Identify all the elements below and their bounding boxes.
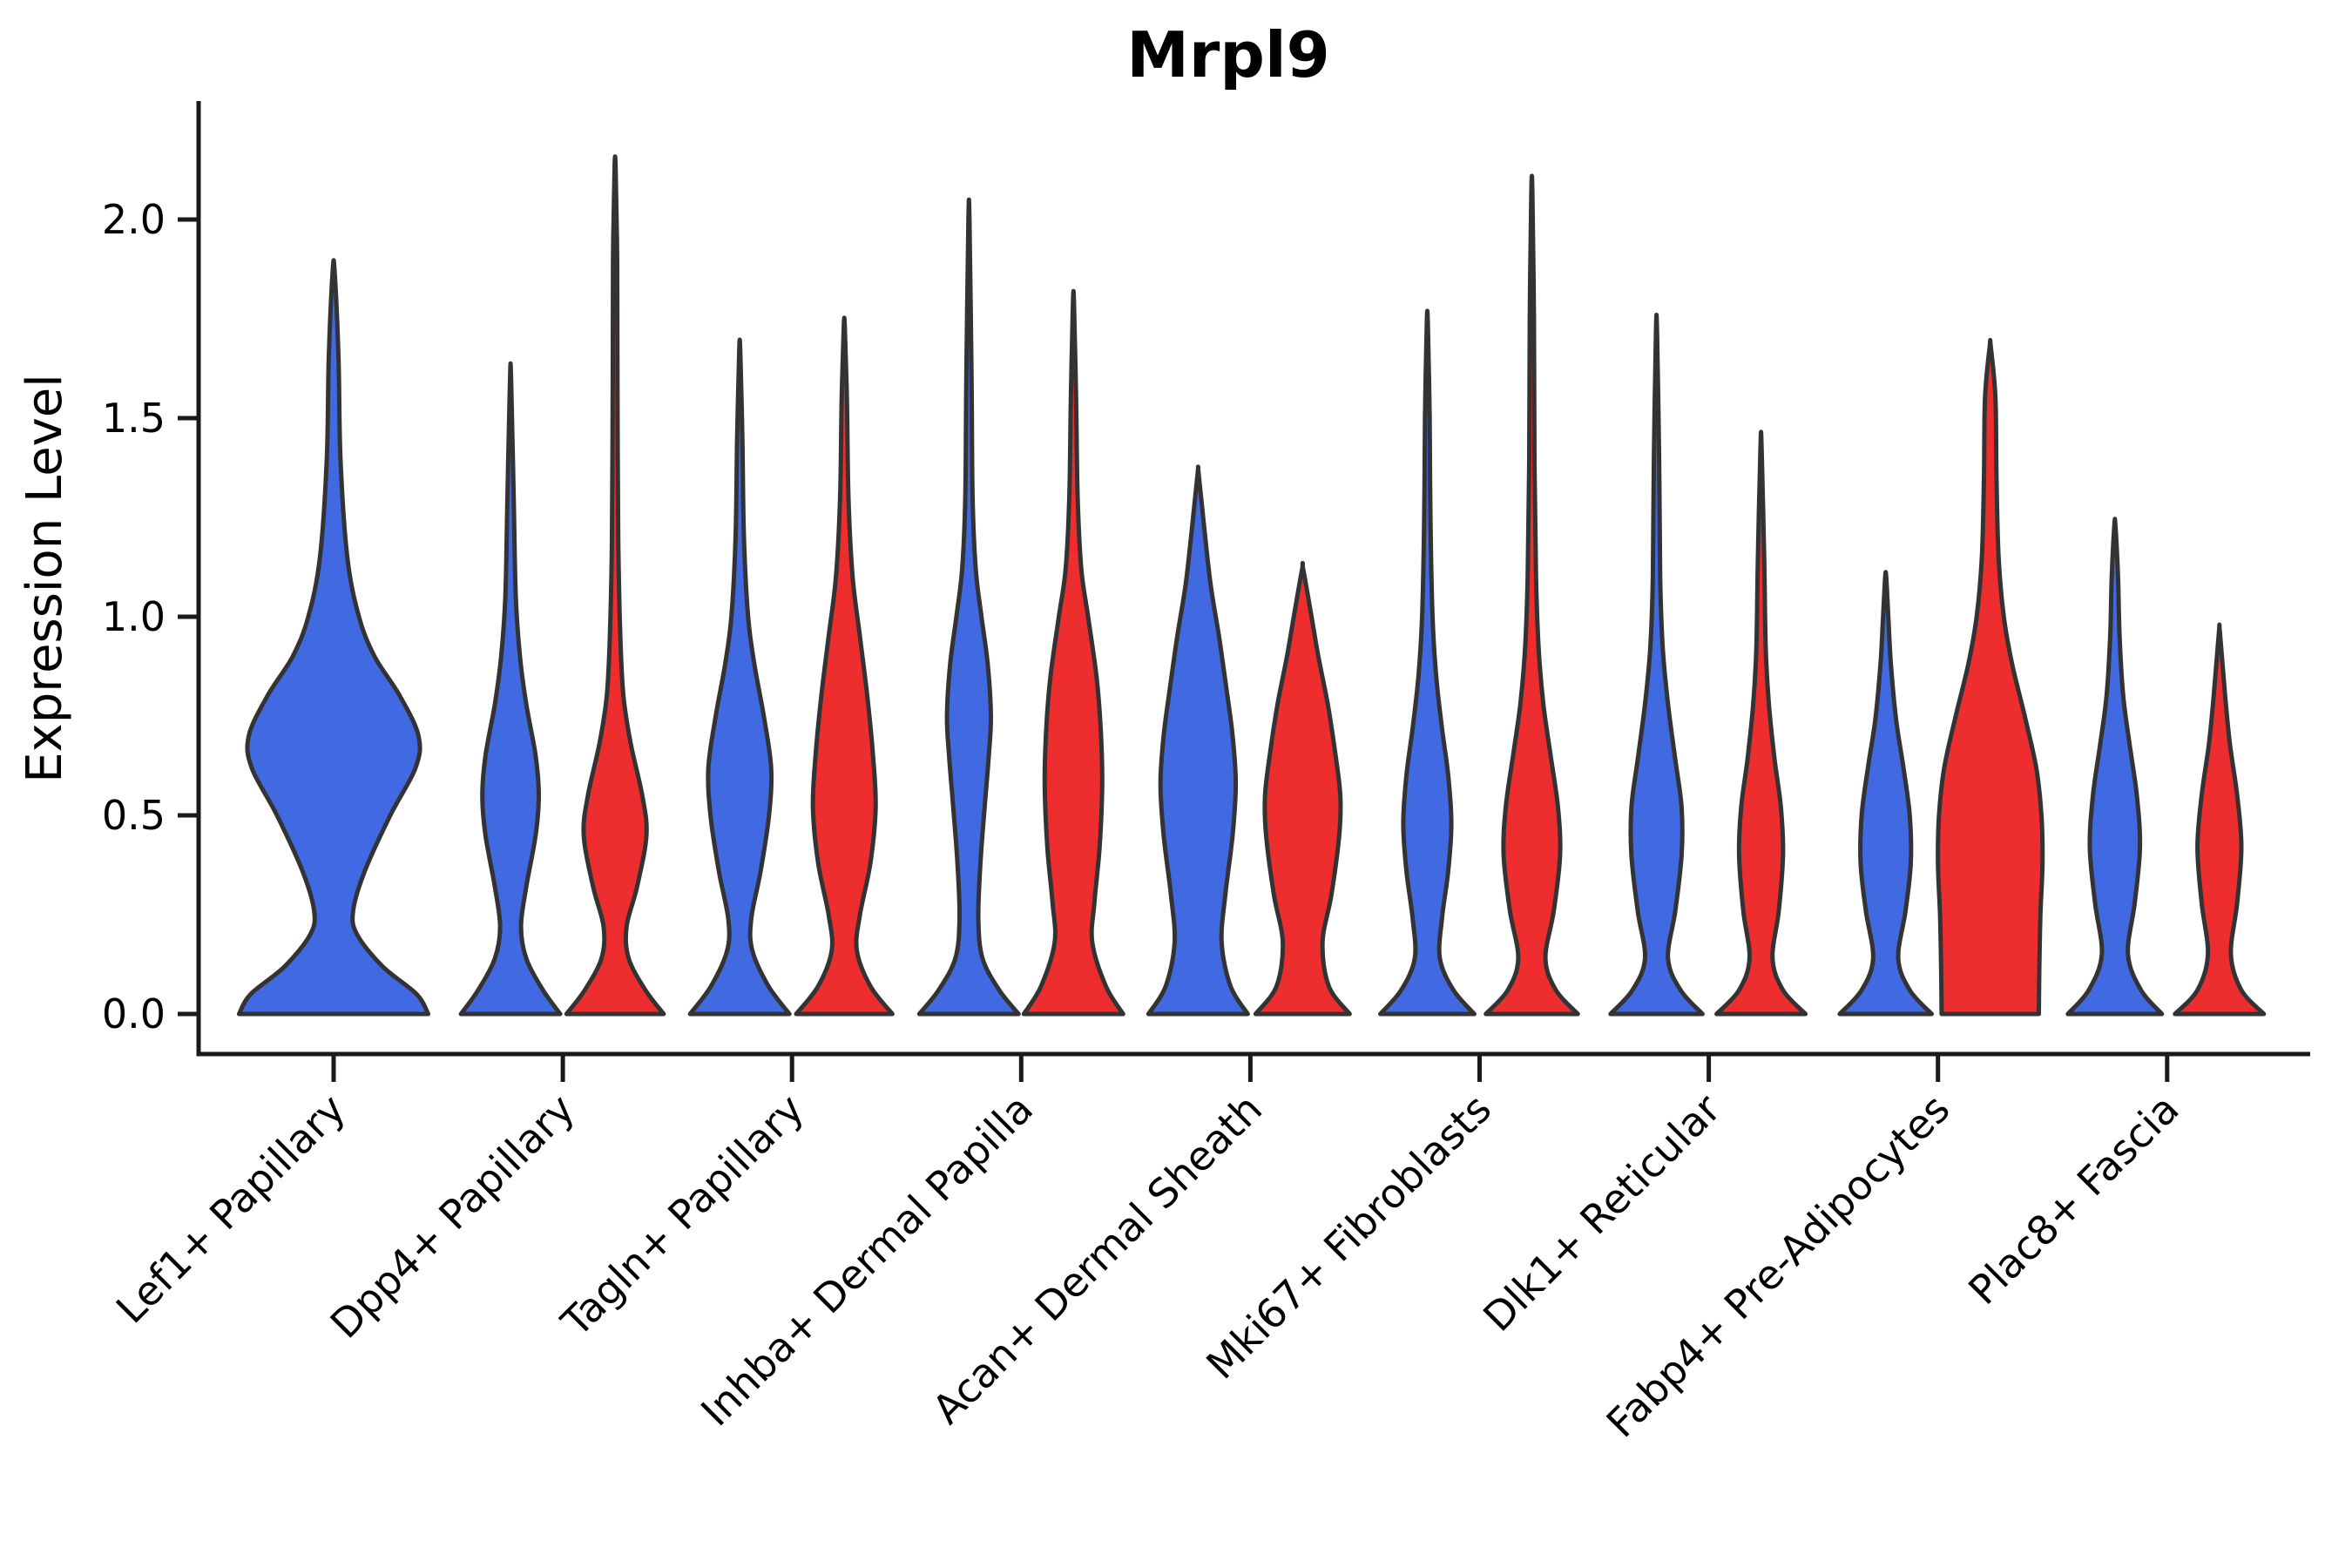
- x-tick-label-tagln-papillary: Tagln+ Papillary: [551, 1085, 813, 1347]
- y-tick-label: 1.0: [102, 593, 166, 640]
- violin-tagln-papillary-blue: [687, 337, 792, 1017]
- y-tick-label: 0.0: [102, 990, 166, 1037]
- x-tick-label-plac8-fascia: Plac8+ Fascia: [1959, 1085, 2187, 1314]
- x-tick-label-dlk1-reticular: Dlk1+ Reticular: [1474, 1085, 1729, 1341]
- y-axis-label: Expression Level: [17, 374, 73, 783]
- y-tick-label: 0.5: [102, 792, 166, 839]
- x-tick-label-lef1-papillary: Lef1+ Papillary: [107, 1085, 355, 1333]
- violin-plac8-fascia-red: [2173, 622, 2267, 1017]
- violin-acan-dermal-sheath-blue: [1146, 464, 1250, 1017]
- y-tick-label: 1.5: [102, 395, 166, 442]
- x-tick-label-dpp4-papillary: Dpp4+ Papillary: [321, 1085, 584, 1348]
- violin-fabp4-pre-adipocytes-blue: [1837, 570, 1934, 1017]
- violin-inhba-dermal-papilla-red: [1021, 288, 1125, 1017]
- violin-lef1-papillary-blue: [236, 258, 431, 1017]
- violin-mki67-fibroblasts-blue: [1378, 308, 1477, 1017]
- chart-title: Mrpl9: [1126, 18, 1329, 91]
- violin-dpp4-papillary-blue: [458, 361, 563, 1017]
- violin-dlk1-reticular-blue: [1608, 312, 1705, 1017]
- violin-dlk1-reticular-red: [1714, 429, 1808, 1017]
- y-tick-label: 2.0: [102, 196, 166, 243]
- violin-dpp4-papillary-red: [564, 154, 666, 1017]
- violin-mki67-fibroblasts-red: [1484, 173, 1580, 1017]
- violin-plac8-fascia-blue: [2065, 517, 2165, 1017]
- violin-acan-dermal-sheath-red: [1253, 560, 1352, 1017]
- violin-tagln-papillary-red: [794, 315, 895, 1017]
- violin-fabp4-pre-adipocytes-red: [1936, 337, 2045, 1017]
- violin-inhba-dermal-papilla-blue: [916, 197, 1021, 1017]
